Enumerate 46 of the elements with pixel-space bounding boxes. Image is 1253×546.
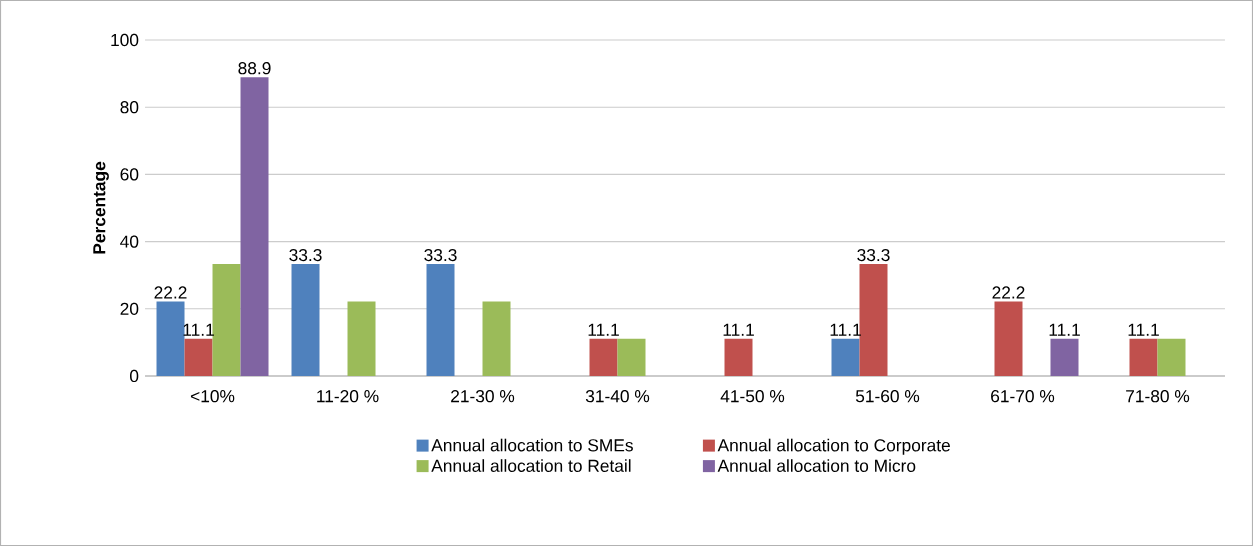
- x-tick-label: 61-70 %: [991, 390, 1055, 403]
- x-tick-label: 21-30 %: [451, 390, 515, 403]
- bar: [724, 338, 753, 376]
- data-label: 22.2: [154, 286, 187, 299]
- x-tick-label: 41-50 %: [720, 390, 785, 403]
- data-label: 11.1: [723, 323, 754, 336]
- bar: [831, 338, 860, 376]
- data-label: 88.9: [238, 62, 271, 75]
- legend-label: Annual allocation to Retail: [431, 459, 631, 472]
- legend-label: Annual allocation to Micro: [717, 459, 916, 472]
- bar: [184, 338, 213, 376]
- bar: [240, 77, 269, 376]
- data-label: 33.3: [857, 248, 890, 262]
- bar: [1129, 338, 1158, 376]
- y-tick-label: 100: [111, 33, 139, 47]
- bar: [1157, 338, 1186, 376]
- data-label: 11.1: [588, 323, 619, 336]
- data-label: 33.3: [289, 248, 322, 262]
- x-tick-label: 51-60 %: [855, 390, 920, 403]
- bar: [589, 338, 618, 376]
- x-tick-label: 71-80 %: [1126, 390, 1190, 403]
- y-tick-label: 0: [130, 369, 139, 383]
- bar: [426, 264, 455, 376]
- bar: [212, 264, 241, 376]
- data-label: 11.1: [1049, 323, 1080, 336]
- data-label: 33.3: [424, 248, 457, 262]
- bar: [156, 301, 185, 376]
- x-tick-label: 31-40 %: [585, 390, 650, 403]
- bar: [291, 264, 320, 376]
- bar: [994, 301, 1023, 376]
- y-axis-title: Percentage: [93, 161, 109, 254]
- x-tick-label: 11-20 %: [317, 390, 379, 403]
- bar: [347, 301, 376, 376]
- y-tick-label: 40: [120, 235, 139, 248]
- legend-label: Annual allocation to SMEs: [431, 438, 633, 452]
- y-tick-label: 60: [120, 168, 139, 181]
- bar: [482, 301, 511, 376]
- bar: [859, 264, 888, 376]
- y-tick-label: 80: [120, 101, 139, 114]
- y-tick-label: 20: [120, 302, 139, 315]
- data-label: 11.1: [1128, 323, 1159, 336]
- bar: [1050, 338, 1079, 376]
- bar: [617, 338, 646, 376]
- x-tick-label: <10%: [190, 390, 235, 403]
- legend-label: Annual allocation to Corporate: [717, 438, 950, 455]
- data-label: 22.2: [992, 286, 1025, 299]
